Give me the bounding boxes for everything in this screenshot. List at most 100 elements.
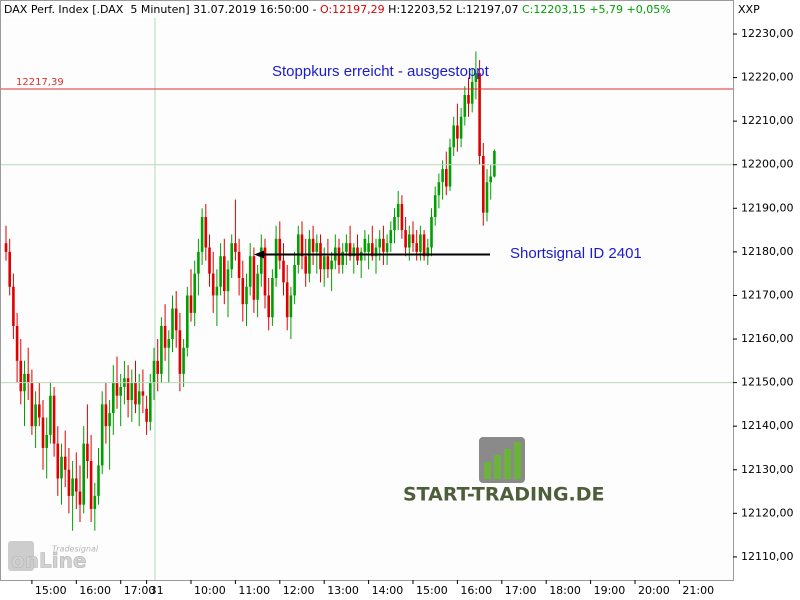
x-tick-label: 31 [150, 584, 164, 597]
x-tick-label: 16:00 [460, 584, 492, 597]
x-tick-label: 15:00 [35, 584, 67, 597]
candle-body [97, 465, 100, 496]
candles [4, 51, 496, 531]
candle-body [385, 243, 389, 252]
candle-body [19, 360, 23, 392]
candle-body [363, 238, 367, 252]
y-tick-label: 12120,00 [741, 506, 794, 519]
x-tick-label: 20:00 [638, 584, 670, 597]
candle-body [419, 234, 422, 252]
candle-body [482, 156, 485, 213]
candle-body [86, 443, 89, 462]
candle-body [393, 217, 396, 231]
header-bar [1, 1, 591, 18]
candle-body [474, 73, 478, 82]
candle-body [308, 238, 311, 274]
annotation: Stoppkurs erreicht - ausgestoppt [272, 63, 490, 80]
header-part: H:12203,52 L:12197,07 [385, 3, 522, 16]
candle-body [337, 247, 341, 265]
logo-box [8, 541, 34, 571]
candle-body [208, 247, 211, 274]
candle-body [15, 325, 19, 361]
candle-body [485, 182, 489, 213]
candle-body [252, 256, 256, 300]
y-tick-label: 12200,00 [741, 158, 794, 171]
candle-body [389, 230, 393, 244]
candle-body [404, 230, 407, 248]
candle-body [8, 251, 11, 287]
x-tick-label: 18:00 [549, 584, 581, 597]
header-part: C:12203,15 +5,79 +0,05% [522, 3, 671, 16]
y-tick-label: 12110,00 [741, 550, 794, 563]
candle-body [60, 456, 63, 479]
candle-body [56, 443, 60, 479]
candle-body [34, 404, 37, 427]
candle-body [437, 182, 441, 196]
logo-icon-bar [494, 455, 501, 479]
candle-body [345, 243, 348, 252]
x-tick-label: 14:00 [372, 584, 404, 597]
candle-body [459, 116, 463, 139]
header: DAX Perf. Index [.DAX 5 Minuten] 31.07.2… [4, 3, 671, 16]
candle-body [359, 251, 363, 261]
candle-body [145, 408, 148, 422]
x-tick-label: 10:00 [194, 584, 226, 597]
candle-body [230, 243, 233, 270]
candle-body [274, 238, 278, 279]
candle-body [260, 247, 263, 274]
candle-body [408, 234, 411, 248]
candle-body [215, 286, 219, 296]
candle-body [193, 273, 196, 313]
candle-body [119, 386, 122, 396]
candle-body [441, 169, 444, 183]
candle-body [282, 260, 285, 283]
candle-body [45, 434, 48, 448]
candle-body [378, 238, 381, 248]
candle-body [130, 382, 134, 401]
candle-body [367, 243, 370, 252]
candle-body [12, 286, 15, 326]
y-tick-label: 12210,00 [741, 114, 794, 127]
candle-body [67, 469, 71, 496]
candle-body [463, 94, 467, 117]
x-tick-label: 17:00 [505, 584, 537, 597]
candle-body [267, 295, 270, 318]
x-tick-label: 19:00 [594, 584, 626, 597]
candle-body [422, 234, 426, 257]
logo-icon-bar [514, 442, 521, 479]
candle-body [430, 217, 433, 248]
candle-body [311, 238, 315, 252]
header-part: DAX Perf. Index [.DAX 5 Minuten] 31.07.2… [4, 3, 320, 16]
candle-body [82, 443, 85, 505]
candle-body [326, 256, 330, 270]
candle-body [152, 360, 156, 383]
x-tick-label: 15:00 [416, 584, 448, 597]
candle-body [304, 256, 307, 274]
candle-body [26, 373, 30, 383]
candle-body [456, 125, 459, 139]
candle-body [174, 308, 178, 331]
y-tick-label: 12170,00 [741, 288, 794, 301]
y-tick-label: 12230,00 [741, 27, 794, 40]
candle-body [219, 256, 222, 287]
candle-body [289, 295, 293, 318]
candle-body [411, 234, 415, 244]
candle-body [163, 325, 167, 348]
candle-body [382, 238, 385, 252]
candle-body [93, 495, 97, 509]
logo-text: Tradesignal [52, 545, 99, 554]
candle-body [237, 251, 241, 279]
candle-body [467, 94, 470, 104]
logo-icon-bar [504, 449, 511, 479]
candle-body [108, 413, 111, 427]
candle-body [319, 243, 322, 270]
candle-body [204, 217, 208, 248]
header-part: O:12197,29 [320, 3, 385, 16]
candle-body [75, 478, 78, 492]
candle-body [371, 243, 374, 257]
candle-body [256, 273, 259, 300]
candle-body [89, 461, 93, 509]
candle-body [100, 404, 104, 466]
candle-body [52, 395, 56, 444]
y-tick-label: 12140,00 [741, 419, 794, 432]
